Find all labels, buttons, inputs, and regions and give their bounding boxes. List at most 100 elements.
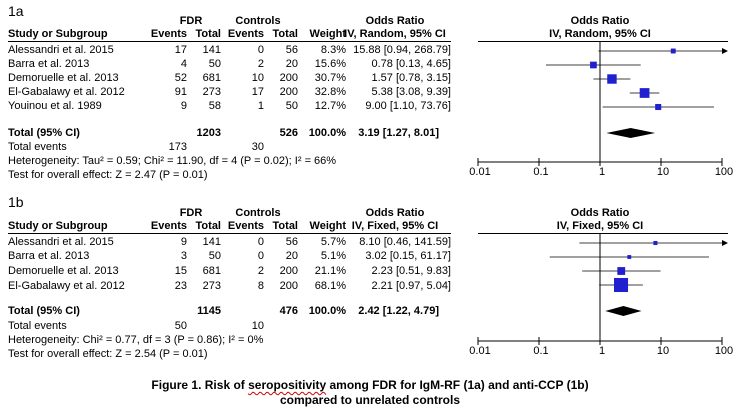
- events-fdr: 23: [174, 280, 187, 292]
- study-weight: 5.7%: [320, 236, 346, 248]
- study-name: El-Gabalawy et al. 2012: [8, 280, 125, 292]
- total-fdr: 273: [202, 86, 221, 98]
- total-n1: 1145: [197, 305, 221, 317]
- study-weight: 32.8%: [314, 86, 346, 98]
- events-controls: 1: [257, 100, 264, 112]
- total-controls: 50: [285, 100, 298, 112]
- study-name: Barra et al. 2013: [8, 250, 90, 262]
- events-controls: 2: [257, 58, 264, 70]
- study-name: Alessandri et al. 2015: [8, 236, 114, 248]
- events-controls: 17: [251, 86, 264, 98]
- study-point-marker: [617, 267, 626, 275]
- x-tick-label: 10: [657, 166, 669, 178]
- study-header: Study or Subgroup: [8, 220, 108, 232]
- total-fdr: 273: [202, 280, 221, 292]
- study-or-ci: 2.21 [0.97, 5.04]: [371, 280, 451, 292]
- figure-caption: Figure 1. Risk of seropositivity among F…: [0, 378, 740, 392]
- total-header: Total: [195, 28, 221, 40]
- study-point-marker: [613, 277, 629, 293]
- or-subheader: IV, Fixed, 95% CI: [351, 220, 439, 232]
- weight-header: Weight: [309, 28, 346, 40]
- total-label: Total (95% CI): [8, 127, 80, 139]
- weight-header: Weight: [309, 220, 346, 232]
- caption-text: Figure 1. Risk of: [151, 378, 249, 392]
- total-controls: 200: [279, 86, 298, 98]
- study-weight: 5.1%: [320, 250, 346, 262]
- total-header: Total: [272, 28, 298, 40]
- events-fdr: 91: [174, 86, 187, 98]
- plot-title: Odds Ratio: [570, 207, 630, 219]
- study-point-marker: [653, 240, 658, 246]
- total-weight: 100.0%: [308, 127, 346, 139]
- total-events-label: Total events: [8, 320, 67, 332]
- study-name: Alessandri et al. 2015: [8, 44, 114, 56]
- heterogeneity-text: Heterogeneity: Tau² = 0.59; Chi² = 11.90…: [8, 155, 337, 167]
- total-controls: 200: [279, 280, 298, 292]
- total-events-2: 30: [251, 141, 264, 153]
- forest-plot: 0.01 0.1 1 10 100: [469, 42, 733, 178]
- total-controls: 20: [285, 250, 298, 262]
- overall-effect-text: Test for overall effect: Z = 2.47 (P = 0…: [8, 169, 208, 181]
- caption-spellcheck-word: seropositivity: [248, 378, 327, 392]
- study-or-ci: 9.00 [1.10, 73.76]: [365, 100, 451, 112]
- total-controls: 20: [285, 58, 298, 70]
- study-point-marker: [607, 74, 617, 84]
- total-fdr: 50: [208, 250, 221, 262]
- events-controls: 0: [257, 44, 264, 56]
- study-weight: 15.6%: [314, 58, 346, 70]
- header-rule: [8, 233, 451, 234]
- study-or-ci: 2.23 [0.51, 9.83]: [371, 265, 451, 277]
- total-n1: 1203: [196, 127, 221, 139]
- events-controls: 2: [257, 265, 264, 277]
- total-ci: 3.19 [1.27, 8.01]: [358, 127, 439, 139]
- x-tick-label: 100: [715, 345, 733, 357]
- events-controls: 0: [257, 236, 264, 248]
- caption-text: among FDR for IgM-RF (1a) and anti-CCP (…: [326, 378, 589, 392]
- total-label: Total (95% CI): [8, 305, 80, 317]
- events-fdr: 3: [180, 250, 187, 262]
- total-fdr: 50: [208, 58, 221, 70]
- events-header: Events: [150, 28, 187, 40]
- group1-header: FDR: [179, 15, 203, 27]
- group2-header: Controls: [235, 15, 281, 27]
- study-point-marker: [639, 88, 650, 98]
- total-n2: 526: [279, 127, 298, 139]
- total-fdr: 58: [208, 100, 221, 112]
- study-name: El-Gabalawy et al. 2012: [8, 86, 125, 98]
- plot-title: Odds Ratio: [570, 15, 630, 27]
- events-header: Events: [150, 220, 187, 232]
- total-events-1: 173: [168, 141, 187, 153]
- group2-header: Controls: [235, 207, 281, 219]
- total-controls: 200: [279, 72, 298, 84]
- x-tick-label: 10: [657, 345, 669, 357]
- study-name: Demoruelle et al. 2013: [8, 265, 119, 277]
- study-or-ci: 5.38 [3.08, 9.39]: [371, 86, 451, 98]
- study-or-ci: 1.57 [0.78, 3.15]: [371, 72, 451, 84]
- study-name: Youinou et al. 1989: [8, 100, 102, 112]
- study-point-marker: [670, 48, 676, 54]
- ci-arrow: [722, 48, 728, 54]
- events-fdr: 17: [174, 44, 187, 56]
- panel-label: 1b: [8, 194, 24, 210]
- x-tick-label: 0.1: [533, 166, 548, 178]
- total-controls: 200: [279, 265, 298, 277]
- plot-subheader: IV, Random, 95% CI: [549, 28, 651, 40]
- total-controls: 56: [285, 236, 298, 248]
- study-point-marker: [590, 61, 597, 69]
- overall-effect-text: Test for overall effect: Z = 2.54 (P = 0…: [8, 348, 208, 360]
- total-fdr: 681: [202, 72, 221, 84]
- events-controls: 10: [251, 72, 264, 84]
- events-header: Events: [227, 28, 264, 40]
- panel-label: 1a: [8, 3, 24, 19]
- or-subheader: IV, Random, 95% CI: [344, 28, 446, 40]
- total-events-label: Total events: [8, 141, 67, 153]
- x-tick-label: 0.01: [469, 345, 490, 357]
- or-title: Odds Ratio: [365, 207, 425, 219]
- events-controls: 0: [257, 250, 264, 262]
- study-header: Study or Subgroup: [8, 28, 108, 40]
- x-tick-label: 1: [599, 345, 605, 357]
- total-n2: 476: [279, 305, 298, 317]
- events-controls: 8: [257, 280, 264, 292]
- total-ci: 2.42 [1.22, 4.79]: [358, 305, 439, 317]
